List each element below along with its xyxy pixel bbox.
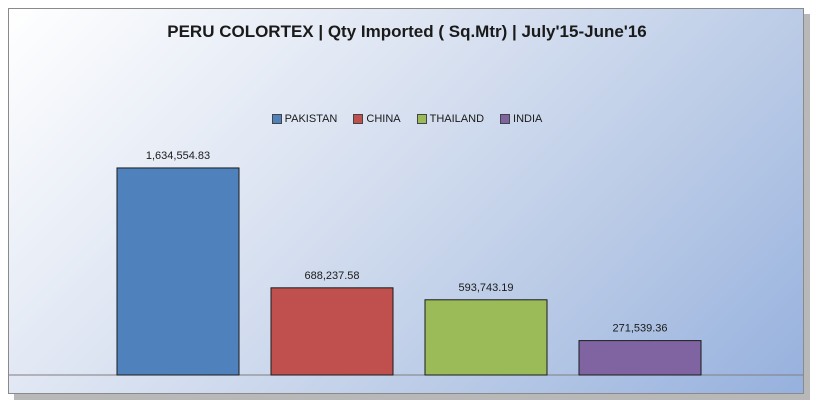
legend-swatch-china <box>353 114 364 124</box>
legend-label-india: INDIA <box>513 113 543 125</box>
legend-label-thailand: THAILAND <box>429 113 485 125</box>
bar-thailand <box>424 299 548 376</box>
data-label-india: 271,539.36 <box>612 323 667 335</box>
bar-india <box>578 340 702 376</box>
data-label-thailand: 593,743.19 <box>458 282 513 294</box>
legend-swatch-india <box>500 114 511 124</box>
legend-swatch-thailand <box>416 114 427 124</box>
legend-item-china: CHINA <box>353 113 401 125</box>
chart-legend: PAKISTAN CHINA THAILAND INDIA <box>9 113 803 125</box>
legend-item-pakistan: PAKISTAN <box>271 113 338 125</box>
legend-item-india: INDIA <box>500 113 542 125</box>
bar-pakistan <box>116 167 240 376</box>
data-label-pakistan: 1,634,554.83 <box>146 150 210 162</box>
chart-frame: PERU COLORTEX | Qty Imported ( Sq.Mtr) |… <box>8 8 804 394</box>
legend-swatch-pakistan <box>271 114 282 124</box>
legend-item-thailand: THAILAND <box>416 113 485 125</box>
bar-china <box>270 287 394 376</box>
chart-title: PERU COLORTEX | Qty Imported ( Sq.Mtr) |… <box>167 22 647 41</box>
data-label-china: 688,237.58 <box>304 270 359 282</box>
legend-label-china: CHINA <box>366 113 401 125</box>
legend-label-pakistan: PAKISTAN <box>284 113 338 125</box>
plot-area: 1,634,554.83 688,237.58 593,743.19 271,539.… <box>9 150 803 376</box>
